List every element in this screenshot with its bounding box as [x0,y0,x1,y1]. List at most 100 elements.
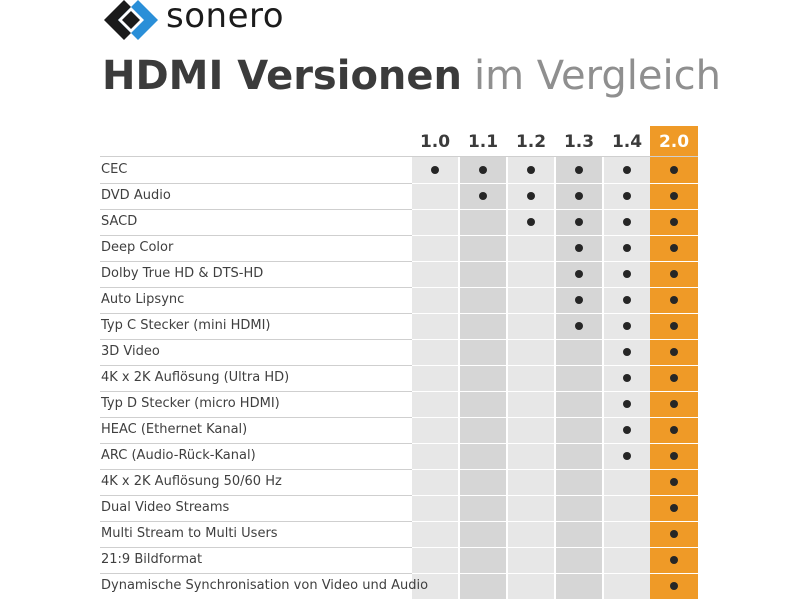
row-divider [100,391,412,392]
version-header: 1.3 [563,132,595,152]
feature-label: Dolby True HD & DTS-HD [101,266,264,281]
page-title: HDMI Versionen im Vergleich [102,52,721,100]
version-header: 1.0 [419,132,451,152]
row-divider [100,313,412,314]
support-dot [575,296,583,304]
support-dot [670,452,678,460]
support-dot [670,296,678,304]
row-divider [100,417,412,418]
feature-label: 3D Video [101,344,160,359]
support-dot [479,192,487,200]
support-dot [575,270,583,278]
feature-label: SACD [101,214,138,229]
column-bg-1-0 [412,157,458,599]
sonero-diamond-logo-icon [104,0,158,40]
support-dot [670,504,678,512]
row-divider [100,573,412,574]
feature-label: Auto Lipsync [101,292,185,307]
row-divider [412,469,698,470]
row-divider [412,313,698,314]
row-divider [100,339,412,340]
title-light: im Vergleich [474,53,721,99]
support-dot [670,556,678,564]
support-dot [670,192,678,200]
support-dot [670,374,678,382]
support-dot [527,192,535,200]
row-divider [100,235,412,236]
support-dot [527,166,535,174]
feature-label: Deep Color [101,240,174,255]
support-dot [670,348,678,356]
feature-label: Dual Video Streams [101,500,230,515]
support-dot [670,270,678,278]
support-dot [623,244,631,252]
row-divider [412,287,698,288]
support-dot [623,452,631,460]
support-dot [623,426,631,434]
row-divider [412,209,698,210]
row-divider [412,521,698,522]
support-dot [670,166,678,174]
row-divider [412,261,698,262]
support-dot [575,322,583,330]
support-dot [575,166,583,174]
version-header: 1.2 [515,132,547,152]
row-divider [412,339,698,340]
support-dot [623,192,631,200]
support-dot [575,192,583,200]
column-bg-1-3 [556,157,602,599]
feature-label: Multi Stream to Multi Users [101,526,278,541]
feature-label: Typ C Stecker (mini HDMI) [101,318,271,333]
brand-logo: sonero [104,0,284,40]
feature-label: 4K x 2K Auflösung (Ultra HD) [101,370,290,385]
support-dot [479,166,487,174]
support-dot [623,400,631,408]
feature-label: ARC (Audio-Rück-Kanal) [101,448,256,463]
support-dot [670,244,678,252]
support-dot [670,218,678,226]
row-divider [412,235,698,236]
support-dot [670,426,678,434]
brand-name: sonero [166,0,285,36]
support-dot [623,296,631,304]
support-dot [623,166,631,174]
row-divider [100,547,412,548]
support-dot [527,218,535,226]
row-divider [412,183,698,184]
title-bold: HDMI Versionen [102,53,462,99]
support-dot [670,530,678,538]
table-top-divider [100,156,698,157]
row-divider [100,261,412,262]
feature-label: Dynamische Synchronisation von Video und… [101,578,429,593]
version-header: 1.4 [611,132,643,152]
support-dot [575,244,583,252]
support-dot [670,478,678,486]
row-divider [412,417,698,418]
support-dot [623,218,631,226]
row-divider [412,495,698,496]
support-dot [431,166,439,174]
feature-label: 4K x 2K Auflösung 50/60 Hz [101,474,282,489]
support-dot [670,582,678,590]
column-bg-1-1 [460,157,506,599]
row-divider [412,443,698,444]
row-divider [100,287,412,288]
feature-label: 21:9 Bildformat [101,552,203,567]
row-divider [100,469,412,470]
feature-label: HEAC (Ethernet Kanal) [101,422,248,437]
row-divider [412,547,698,548]
support-dot [575,218,583,226]
version-header: 1.1 [467,132,499,152]
column-bg-1-2 [508,157,554,599]
row-divider [100,495,412,496]
row-divider [100,183,412,184]
version-header: 2.0 [658,132,690,152]
feature-label: Typ D Stecker (micro HDMI) [101,396,280,411]
row-divider [100,443,412,444]
row-divider [412,365,698,366]
row-divider [412,391,698,392]
feature-label: DVD Audio [101,188,171,203]
feature-label: CEC [101,162,128,177]
row-divider [100,365,412,366]
